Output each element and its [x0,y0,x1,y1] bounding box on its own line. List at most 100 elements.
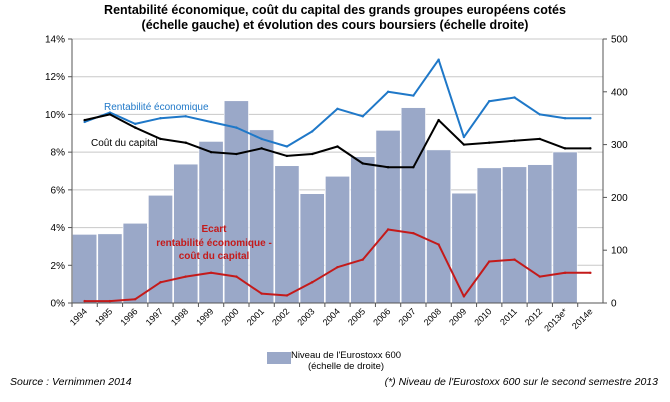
series-lines [83,58,592,303]
data-point [513,258,516,261]
data-point [412,232,415,235]
x-tick-label: 2014e [570,306,595,331]
label-ecart-line-2: rentabilité économique - [156,238,272,249]
bar [299,193,325,304]
label-rentabilite: Rentabilité économique [104,102,209,113]
x-tick-label: 1997 [144,306,165,327]
left-tick-label: 12% [45,72,65,83]
data-point [311,152,314,156]
x-tick-label: 2003 [295,306,316,327]
bar [502,166,527,304]
x-tick-label: 1994 [68,306,89,327]
data-point [488,141,491,144]
data-point [83,120,86,124]
x-tick-label: 2012 [523,306,544,327]
data-point [488,260,491,263]
legend-label-line-1: Niveau de l'Eurostoxx 600 [291,350,401,361]
data-point [412,166,415,169]
data-point [134,122,137,126]
data-point [563,147,567,150]
data-point [386,90,390,94]
data-point [159,137,162,141]
right-tick-label: 300 [611,140,628,151]
data-point [336,265,339,269]
data-point [209,150,213,154]
chart-title: Rentabilité économique, coût du capital … [0,3,670,33]
data-point [311,281,314,284]
data-point [513,96,516,99]
data-point [235,126,238,129]
bar [476,167,502,304]
right-tick-label: 400 [611,87,628,98]
data-point [563,271,567,275]
data-point [260,137,263,141]
data-point [83,118,86,122]
bar [274,165,300,304]
data-point [134,298,137,301]
bar [350,156,376,304]
data-point [589,117,592,120]
x-tick-label: 2004 [321,306,342,327]
x-tick-label: 2011 [498,306,519,327]
right-tick-label: 500 [611,35,628,46]
data-point [538,275,541,278]
bar [173,163,199,304]
chart-title-line-1: Rentabilité économique, coût du capital … [104,3,566,17]
data-point [437,243,440,246]
bar [72,234,98,304]
data-point [589,147,592,150]
label-ecart-line-3: coût du capital [179,251,250,262]
data-point [589,271,592,275]
data-point [285,145,289,148]
data-point [336,145,339,148]
data-point [108,113,112,116]
data-point [209,271,213,275]
left-tick-label: 10% [45,110,65,121]
data-point [159,117,162,120]
data-point [285,154,289,158]
data-point [386,166,390,169]
data-point [184,275,187,278]
source-note: Source : Vernimmen 2014 [10,376,132,388]
data-point [563,117,567,120]
data-point [184,115,187,118]
right-tick-label: 200 [611,193,628,204]
data-point [260,147,263,150]
bar [400,107,426,304]
legend: Niveau de l'Eurostoxx 600(échelle de dro… [267,350,401,372]
x-tick-label: 2001 [245,306,266,327]
bar [375,130,401,304]
x-tick-label: 2009 [447,306,468,327]
bar [198,141,224,304]
bar [451,192,477,304]
data-point [311,130,314,133]
data-point [437,118,440,122]
data-point [184,141,187,144]
bar [223,100,249,304]
data-point [513,139,516,143]
data-point [361,115,364,118]
data-point [108,299,112,303]
data-point [108,111,112,114]
data-point [361,162,364,165]
x-tick-label: 1998 [169,306,190,327]
data-point [462,295,466,298]
right-tick-label: 100 [611,246,628,257]
data-point [462,135,466,139]
bar [325,175,350,304]
left-tick-label: 6% [51,185,66,196]
left-tick-label: 2% [51,261,66,272]
chart-title-line-2: (échelle gauche) et évolution des cours … [141,18,529,32]
x-tick-label: 2008 [422,306,443,327]
left-tick-label: 8% [51,148,66,159]
bar [249,129,275,304]
data-point [260,292,263,295]
x-tick-label: 2002 [270,306,291,327]
data-point [361,258,364,261]
x-tick-label: 2000 [220,306,241,327]
x-tick-label: 2006 [371,306,392,327]
bar [97,233,123,304]
bar [426,149,452,304]
data-point [159,281,162,284]
